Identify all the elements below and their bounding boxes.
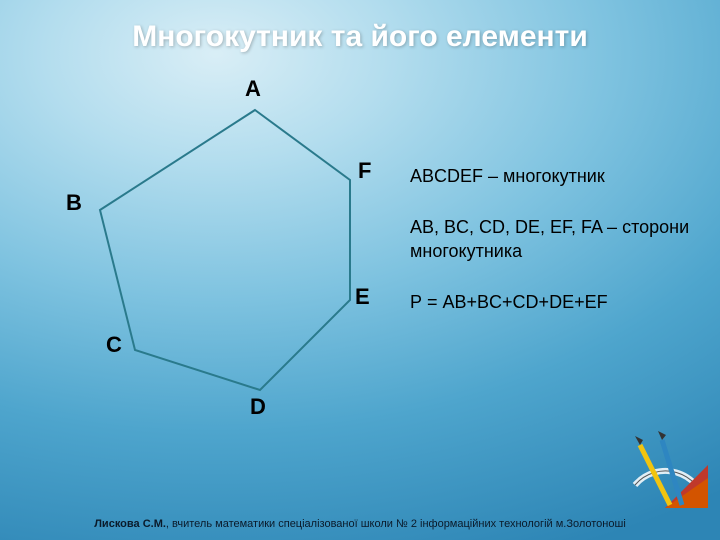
definition-text: ABCDEF – многокутник xyxy=(410,165,700,188)
decoration-icon xyxy=(610,430,710,510)
polygon-svg xyxy=(60,70,390,450)
polygon-diagram: A F E D C B xyxy=(60,70,390,450)
footer: Лискова С.М., вчитель математики спеціал… xyxy=(0,518,720,530)
vertex-label-d: D xyxy=(250,394,266,420)
author-desc: , вчитель математики спеціалізованої шко… xyxy=(166,518,626,530)
vertex-label-e: E xyxy=(355,284,370,310)
vertex-label-b: B xyxy=(66,190,82,216)
description-column: ABCDEF – многокутник AB, BC, CD, DE, EF,… xyxy=(410,165,700,343)
sides-text: AB, BC, CD, DE, EF, FA – сторони многоку… xyxy=(410,216,700,263)
perimeter-formula: Р = AB+BC+CD+DE+EF xyxy=(410,291,700,314)
hexagon-outline xyxy=(100,110,350,390)
slide: Многокутник та його елементи A F E D C B ABCD… xyxy=(0,0,720,540)
vertex-label-c: C xyxy=(106,332,122,358)
vertex-label-f: F xyxy=(358,158,371,184)
vertex-label-a: A xyxy=(245,76,261,102)
author-name: Лискова С.М. xyxy=(94,518,166,530)
page-title: Многокутник та його елементи xyxy=(0,20,720,54)
